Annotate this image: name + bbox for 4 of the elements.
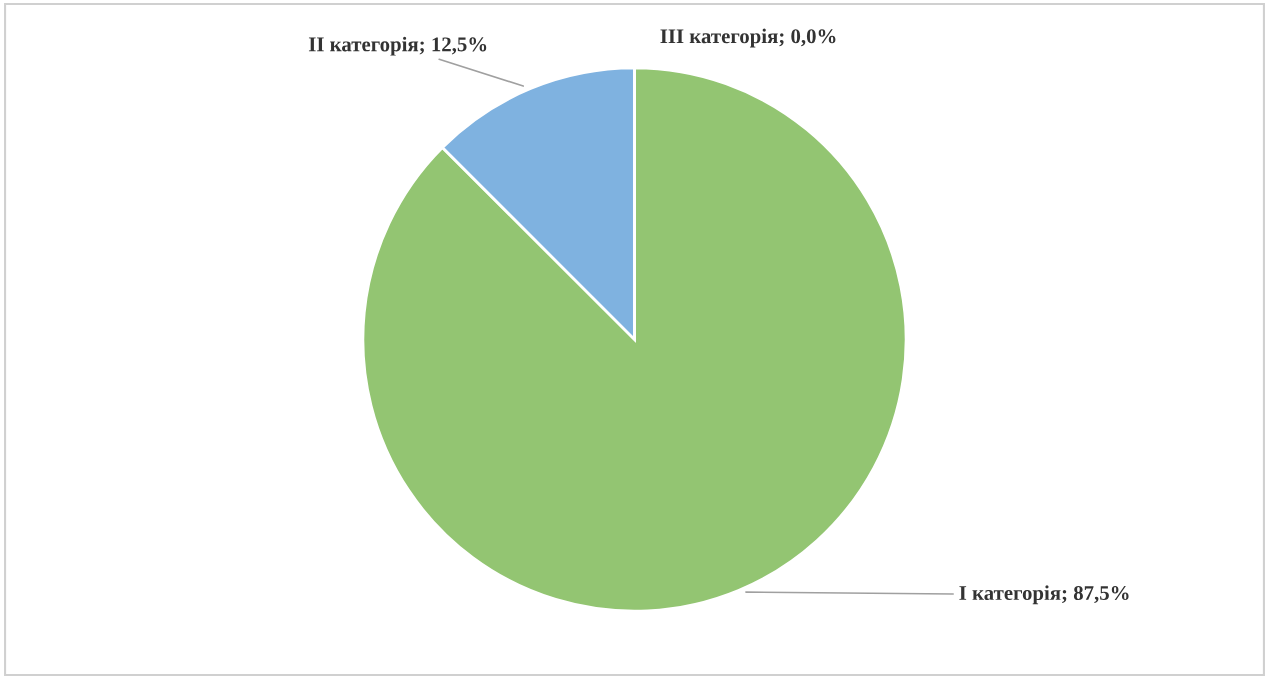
slice-label: II категорія; 12,5%	[308, 36, 487, 56]
category-label: III категорія; 0,0%	[660, 28, 836, 48]
pie-slice	[361, 66, 908, 613]
slice-label: I категорія; 87,5%	[959, 585, 1129, 605]
